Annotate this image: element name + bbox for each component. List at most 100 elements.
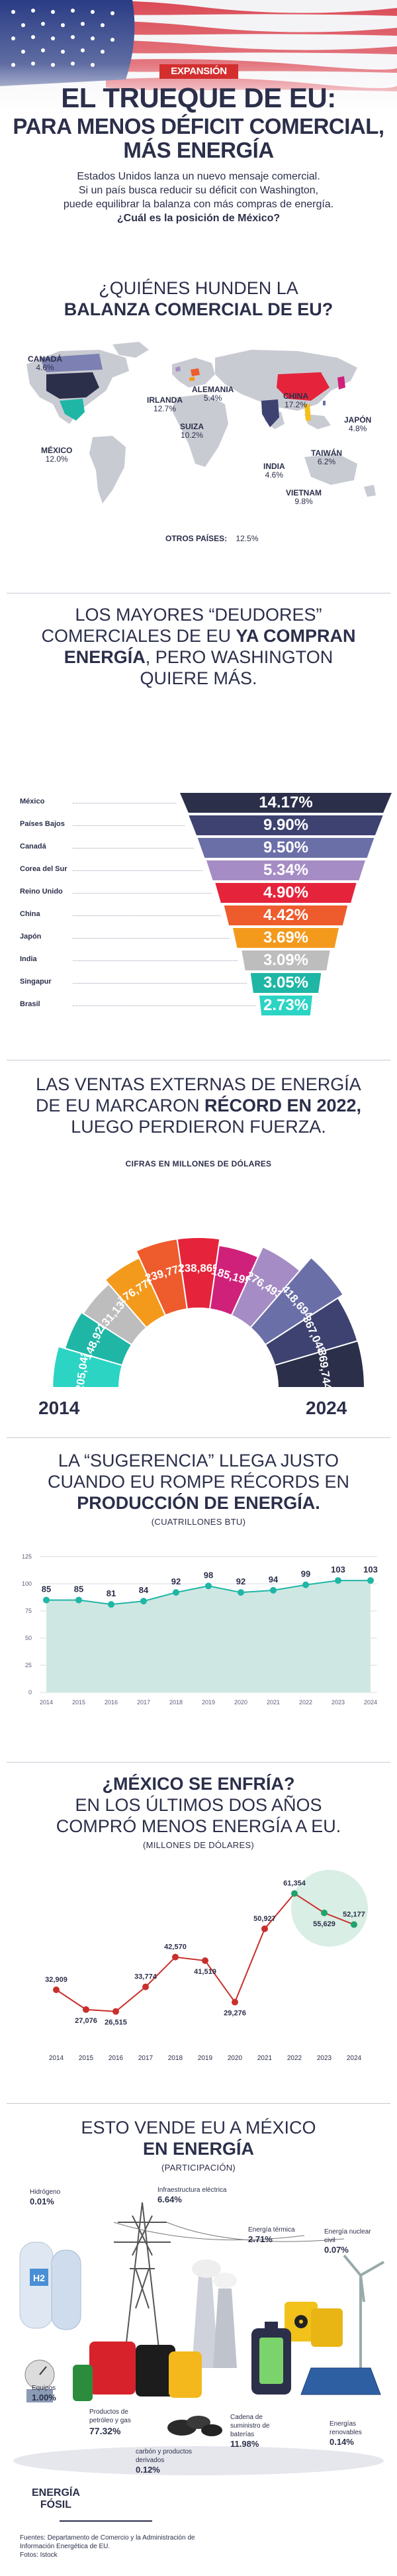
funnel-row: Japón 3.69%: [0, 927, 397, 949]
data-label: 42,570: [164, 1943, 187, 1951]
x-tick-label: 2021: [257, 2055, 273, 2062]
funnel-bar: 3.05%: [250, 973, 322, 993]
funnel-title-line4: QUIERE MÁS.: [140, 668, 257, 688]
x-tick-label: 2016: [105, 1699, 118, 1706]
data-label: 26,515: [105, 2019, 127, 2027]
divider: [7, 1762, 390, 1763]
sales-item-renewables: Energías renovables 0.14%: [330, 2420, 362, 2447]
funnel-leader-line: [73, 848, 194, 849]
map-label-canada: CANADÁ 4.6%: [28, 354, 62, 373]
data-label: 85: [42, 1584, 51, 1594]
sales-item-coal: carbón y productos derivados 0.12%: [136, 2448, 193, 2475]
prod-subtitle: (CUATRILLONES BTU): [151, 1517, 246, 1527]
data-point: [291, 1890, 298, 1897]
funnel-country-label: México: [20, 798, 45, 805]
nuclear-barrels-icon: [285, 2302, 343, 2347]
map-vietnam: [304, 404, 311, 421]
data-label: 32,909: [45, 1976, 67, 1984]
data-point: [108, 1601, 114, 1608]
map-taiwan: [323, 401, 326, 405]
oil-barrels-icon: [73, 2342, 202, 2401]
data-label: 92: [236, 1576, 245, 1586]
arc-section: LAS VENTAS EXTERNAS DE ENERGÍA DE EU MAR…: [0, 1060, 397, 1431]
prod-title-line1: LA “SUGERENCIA” LLEGA JUSTO: [58, 1451, 339, 1470]
x-tick-label: 2020: [234, 1699, 247, 1706]
intro-line-3: puede equilibrar la balanza con más comp…: [63, 199, 334, 210]
arc-value-label: 238,869: [178, 1262, 218, 1274]
arc-segment: [249, 1257, 345, 1346]
map-mexico: [60, 399, 85, 421]
data-point: [335, 1577, 341, 1584]
intro-question: ¿Cuál es la posición de México?: [116, 213, 281, 224]
map-label-taiwan: TAIWÁN 6.2%: [311, 448, 343, 467]
funnel-country-label: Países Bajos: [20, 820, 65, 828]
prod-title-line3: PRODUCCIÓN DE ENERGÍA.: [77, 1493, 320, 1513]
data-label: 27,076: [75, 2017, 97, 2025]
highlight-circle: [291, 1869, 368, 1947]
data-label: 103: [363, 1565, 378, 1574]
funnel-bar: 5.34%: [206, 860, 365, 880]
data-point: [261, 1925, 268, 1932]
data-point: [321, 1909, 328, 1916]
data-point: [238, 1589, 244, 1596]
intro-line-1: Estados Unidos lanza un nuevo mensaje co…: [77, 171, 320, 182]
y-tick-label: 75: [25, 1608, 32, 1614]
data-label: 92: [171, 1576, 181, 1586]
funnel-row: Brasil 2.73%: [0, 994, 397, 1017]
funnel-country-label: Brasil: [20, 1000, 40, 1008]
y-tick-label: 100: [22, 1580, 32, 1587]
funnel-country-label: China: [20, 910, 40, 918]
x-tick-label: 2018: [168, 2055, 183, 2062]
funnel-bar: 2.73%: [259, 996, 312, 1015]
sales-item-battery: Cadena de suministro de baterías 11.98%: [230, 2414, 270, 2449]
data-point: [142, 1983, 149, 1990]
funnel-row: India 3.09%: [0, 949, 397, 972]
power-tower-icon: [114, 2202, 171, 2349]
data-label: 41,519: [194, 1968, 216, 1976]
sales-section: ESTO VENDE EU A MÉXICO EN ENERGÍA (PARTI…: [0, 2103, 397, 2576]
data-point: [232, 1998, 238, 2006]
funnel-country-label: Reino Unido: [20, 888, 63, 896]
x-tick-label: 2018: [169, 1699, 183, 1706]
data-point: [351, 1921, 357, 1928]
funnel-country-label: India: [20, 955, 37, 963]
header-section: EXPANSIÓN EL TRUEQUE DE EU: PARA MENOS D…: [0, 0, 397, 265]
funnel-row: Países Bajos 9.90%: [0, 814, 397, 837]
funnel-bar: 3.69%: [233, 928, 339, 948]
funnel-leader-line: [73, 893, 212, 894]
production-section: LA “SUGERENCIA” LLEGA JUSTO CUANDO EU RO…: [0, 1437, 397, 1755]
map-label-germany: ALEMANIA 5.4%: [192, 385, 234, 403]
x-tick-label: 2024: [347, 2055, 362, 2062]
map-india: [261, 399, 279, 427]
data-point: [83, 2006, 89, 2013]
map-canada: [40, 354, 103, 372]
map-label-china: CHINA 17.2%: [283, 391, 308, 410]
data-point: [302, 1581, 309, 1588]
data-label: 29,276: [224, 2010, 246, 2018]
funnel-leader-line: [73, 870, 202, 871]
others-label: OTROS PAÍSES: 12.5%: [165, 534, 259, 543]
data-point: [140, 1598, 147, 1605]
data-point: [202, 1957, 208, 1965]
map-label-mexico: MÉXICO 12.0%: [41, 446, 73, 464]
data-label: 33,774: [134, 1973, 157, 1981]
funnel-chart: México 14.17% Países Bajos 9.90% Canadá 9.50%…: [0, 792, 397, 1023]
data-label: 85: [74, 1584, 83, 1594]
x-tick-label: 2020: [228, 2055, 243, 2062]
data-point: [173, 1589, 179, 1596]
mexico-subtitle: (MILLONES DE DÓLARES): [142, 1840, 255, 1850]
data-label: 50,927: [253, 1915, 276, 1923]
intro-line-2: Si un país busca reducir su déficit con …: [78, 185, 319, 196]
data-point: [43, 1596, 50, 1604]
funnel-title-line3: ENERGÍA, PERO WASHINGTON: [64, 647, 333, 667]
map-label-switzerland: SUIZA 10.2%: [180, 422, 204, 440]
x-tick-label: 2022: [299, 1699, 312, 1706]
battery-icon: [251, 2322, 291, 2395]
equipment-icon: [24, 2359, 55, 2402]
data-label: 99: [301, 1569, 310, 1579]
sales-item-hydrogen: Hidrógeno 0.01%: [30, 2189, 61, 2206]
x-tick-label: 2024: [364, 1699, 377, 1706]
y-tick-label: 25: [25, 1662, 32, 1669]
arc-segment: [176, 1237, 221, 1310]
prod-title-line2: CUANDO EU ROMPE RÉCORDS EN: [47, 1472, 350, 1492]
